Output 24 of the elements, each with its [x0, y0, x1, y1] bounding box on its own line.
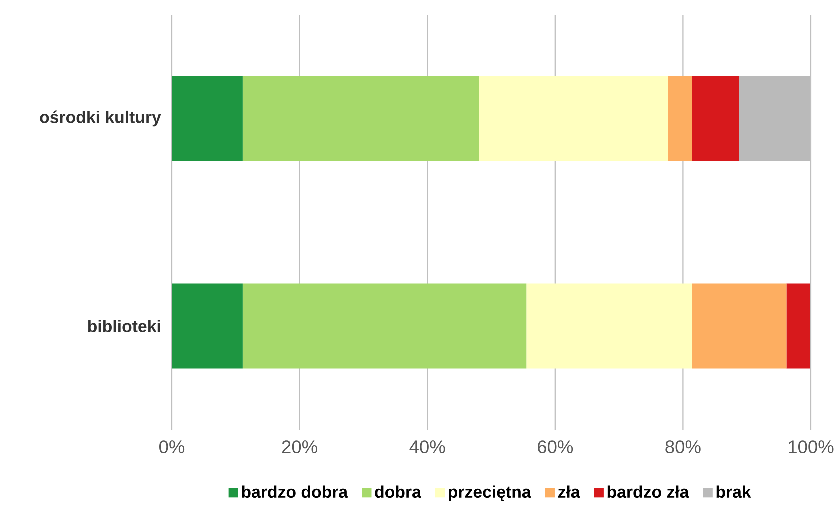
legend-label: zła [558, 486, 580, 498]
x-tick-label: 40% [410, 440, 446, 454]
legend-label: dobra [375, 486, 422, 498]
bar [692, 76, 740, 162]
bar [172, 76, 243, 162]
x-tick-label: 80% [666, 440, 701, 454]
bar [242, 76, 480, 162]
x-tick-label: 60% [538, 440, 574, 454]
bar [668, 76, 692, 162]
bar [526, 284, 692, 369]
legend-label: przeciętna [448, 486, 532, 502]
bar [786, 284, 810, 369]
y-tick-label: ośrodki kultury [40, 110, 162, 127]
legend-label: bardzo dobra [242, 486, 348, 498]
x-tick-label: 20% [282, 440, 318, 454]
bar [692, 284, 787, 369]
legend-label: brak [716, 486, 752, 498]
x-tick-label: 0% [160, 440, 185, 454]
bar [172, 284, 243, 369]
bar [479, 76, 668, 162]
bar [242, 284, 527, 369]
legend-label: bardzo zła [608, 486, 690, 498]
y-tick-label: biblioteki [88, 320, 160, 332]
x-tick-label: 100% [789, 440, 834, 454]
